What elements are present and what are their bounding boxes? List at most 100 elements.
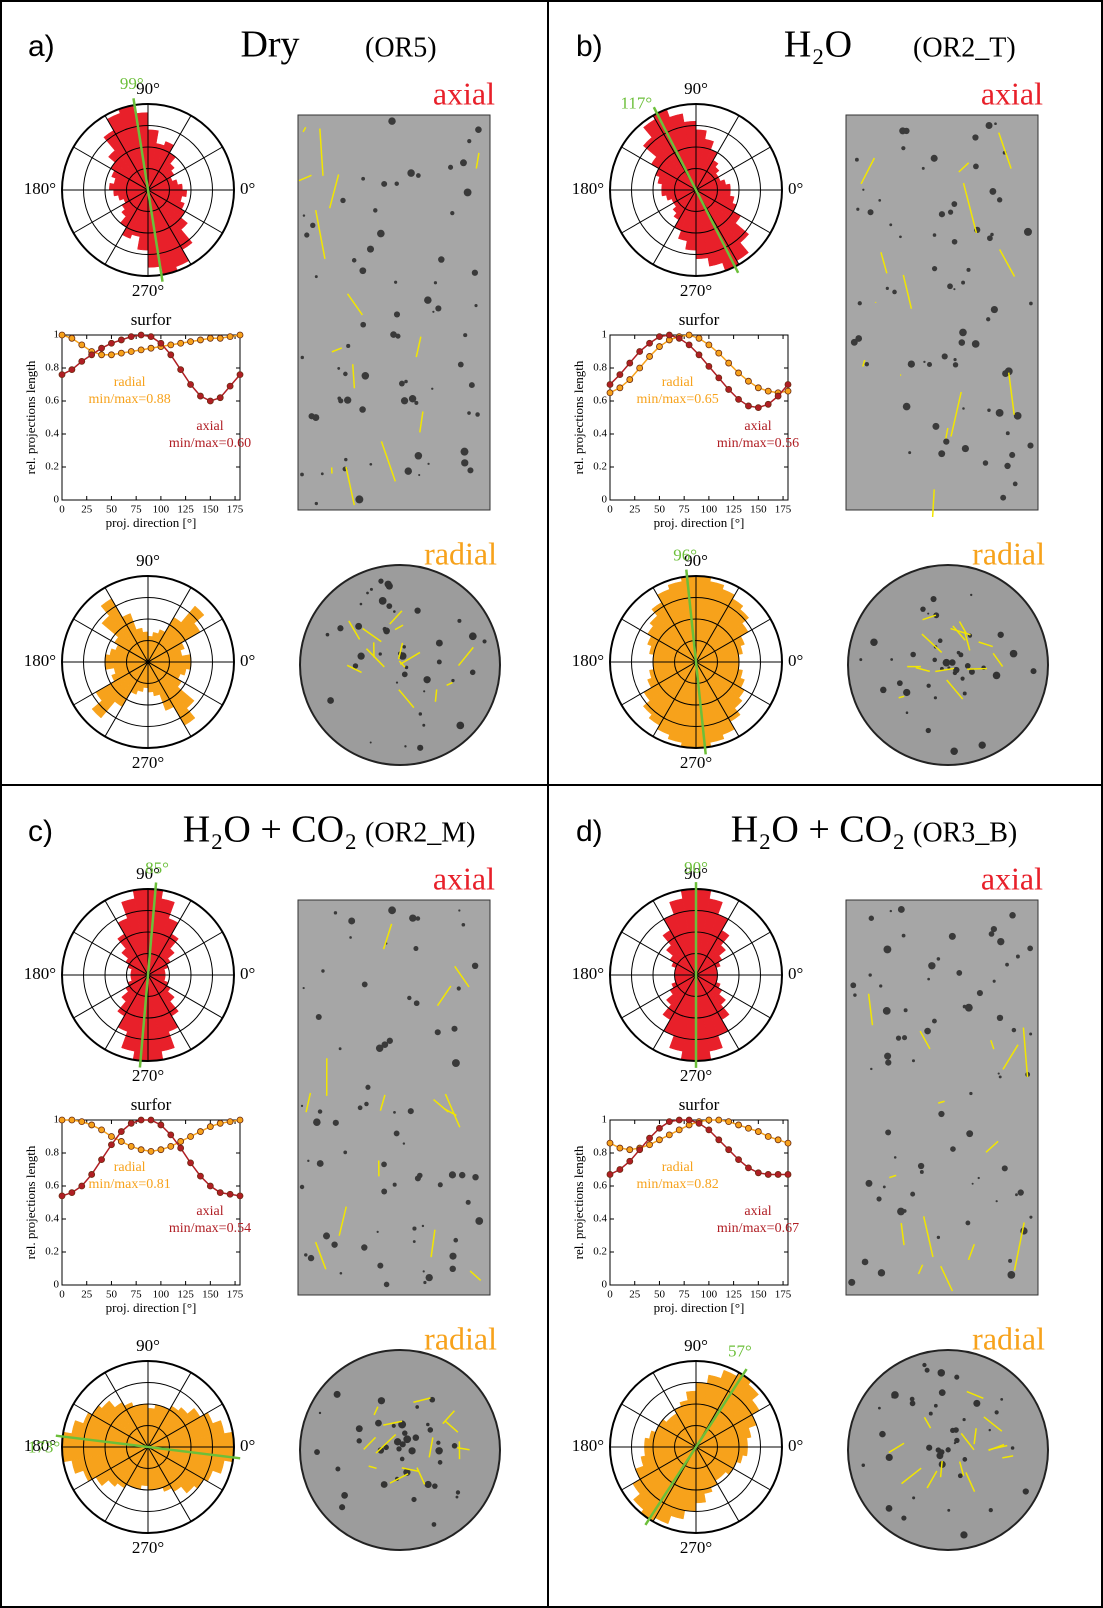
series-name: radial [662,375,694,390]
pore [855,335,862,342]
pore [998,1073,1000,1075]
pore [972,1183,974,1185]
pore [462,923,466,927]
series-point [138,1117,144,1123]
series-point [168,342,174,348]
series-point [736,1122,742,1128]
series-point [706,1117,712,1123]
pore [458,362,464,368]
series-point [178,1145,184,1151]
angle-label: 0° [788,964,803,983]
series-point [765,401,771,407]
series-point [755,405,761,411]
pore [411,1497,416,1502]
series-point [237,332,243,338]
series-annotation: min/max=0.67 [717,1221,799,1236]
pore [343,372,348,377]
angle-label: 90° [684,1336,708,1355]
sample-id: (OR3_B) [913,817,1017,848]
series-point [59,332,65,338]
series-point [666,1119,672,1125]
pore [379,597,387,605]
pore [942,353,948,359]
pore [358,1105,363,1110]
pore [883,1186,886,1189]
pore [1011,1446,1015,1450]
pore [939,211,945,217]
series-point [666,1132,672,1138]
pore [370,588,373,591]
pore [426,1274,433,1281]
x-tick-label: 50 [106,504,118,516]
series-point [785,388,791,394]
pore [1009,912,1015,918]
series-point [607,390,613,396]
pore [304,1253,307,1256]
pore [352,258,357,263]
angle-label: 0° [240,651,255,670]
pore [1027,946,1033,952]
pore [381,181,387,187]
y-tick-label: 0.2 [45,1246,59,1258]
x-tick-label: 175 [775,1289,792,1301]
pore [897,1208,905,1216]
pore [924,1028,931,1035]
pore [326,633,330,637]
pore [360,603,363,606]
plot-frame [610,335,788,500]
pore [377,230,385,238]
pore [475,1217,483,1225]
direction-label: 117° [621,94,653,113]
pore [369,463,372,466]
pore [378,1397,385,1404]
y-tick-label: 0.6 [45,395,59,407]
ct-core [846,900,1038,1295]
pore [991,306,998,313]
pore [456,722,464,730]
pore [998,632,1004,638]
pore [457,619,461,623]
x-tick-label: 50 [106,1289,118,1301]
pore [938,1111,944,1117]
x-tick-label: 75 [131,504,143,516]
y-tick-label: 0.2 [593,1246,607,1258]
pore [375,1420,382,1427]
pore [469,382,475,388]
series-point [59,1193,65,1199]
pore [953,667,959,673]
series-point [716,375,722,381]
series-point [79,1119,85,1125]
pore [300,473,304,477]
x-tick-label: 150 [750,504,767,516]
angle-label: 180° [572,179,604,198]
pore [323,1232,330,1239]
y-axis-label: rel. projections length [23,1145,38,1259]
x-tick-label: 0 [59,1289,65,1301]
series-point [686,1117,692,1123]
pore [414,607,420,613]
pore [908,451,911,454]
pore [962,445,969,452]
pore [991,926,997,932]
pore [910,1397,915,1402]
axial-label: axial [981,860,1043,896]
pore [934,1404,938,1408]
pore [395,182,399,186]
axial-label: axial [433,860,495,896]
pore [926,1445,932,1451]
pore [951,201,957,207]
x-axis-label: proj. direction [°] [106,515,197,530]
pore [951,661,954,664]
pore [972,340,980,348]
pore [415,1175,421,1181]
pore [889,223,892,226]
pore [948,209,953,214]
pore [388,117,395,124]
panel-title: H₂O + CO₂ [183,809,358,851]
series-point [755,1129,761,1135]
series-point [227,1119,233,1125]
pore [393,610,396,613]
pore [932,266,937,271]
pore [335,1466,340,1471]
series-point [755,385,761,391]
